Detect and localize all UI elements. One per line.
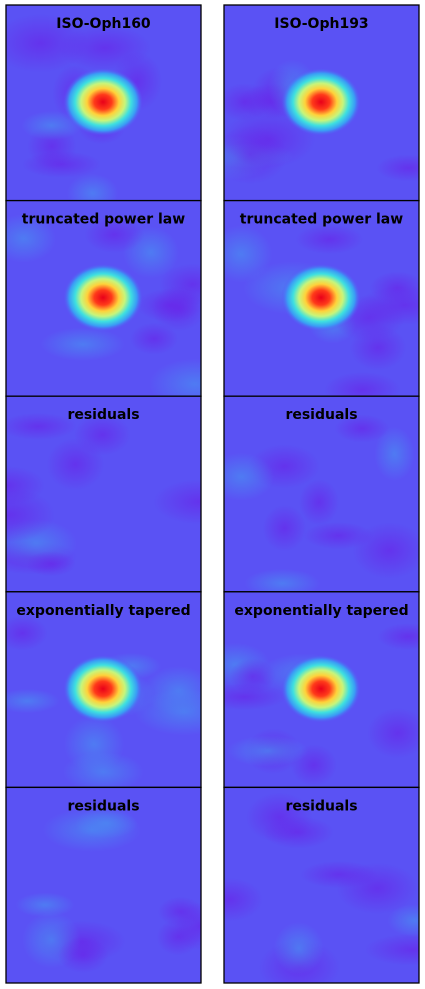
noise bbox=[224, 125, 288, 185]
image-panel: truncated power law bbox=[223, 199, 420, 397]
noise bbox=[84, 216, 144, 254]
noise bbox=[244, 568, 321, 592]
panel-image bbox=[6, 200, 201, 397]
panel-title: residuals bbox=[67, 407, 139, 423]
noise bbox=[62, 751, 144, 788]
source bbox=[281, 68, 361, 136]
noise bbox=[136, 288, 201, 322]
noise bbox=[262, 504, 307, 552]
noise bbox=[224, 452, 275, 501]
image-panel: truncated power law bbox=[5, 199, 202, 397]
source bbox=[281, 263, 361, 332]
panel-image bbox=[6, 396, 201, 592]
panel-image bbox=[224, 591, 419, 788]
image-panel: residuals bbox=[223, 786, 420, 984]
source bbox=[63, 654, 143, 723]
panel-image bbox=[6, 5, 201, 201]
noise bbox=[6, 13, 89, 73]
image-panel: residuals bbox=[223, 395, 420, 593]
noise bbox=[323, 371, 401, 397]
panel-image bbox=[6, 787, 201, 983]
image-panel: exponentially tapered bbox=[223, 591, 420, 789]
panel-image bbox=[224, 5, 419, 201]
noise bbox=[369, 271, 419, 305]
noise bbox=[300, 860, 379, 889]
noise bbox=[25, 551, 76, 577]
panel-title: residuals bbox=[285, 798, 357, 814]
image-panel: exponentially tapered bbox=[5, 591, 202, 789]
noise bbox=[66, 173, 119, 201]
noise bbox=[134, 688, 201, 736]
panel-title: ISO-Oph193 bbox=[274, 16, 368, 32]
panel-title: ISO-Oph160 bbox=[56, 16, 151, 32]
image-panel: residuals bbox=[5, 786, 202, 984]
panel-frame bbox=[5, 786, 202, 984]
noise bbox=[298, 478, 340, 526]
panel-image bbox=[224, 787, 419, 984]
source bbox=[281, 654, 361, 723]
noise bbox=[6, 412, 77, 440]
noise bbox=[227, 735, 309, 767]
panel-title: truncated power law bbox=[22, 212, 185, 228]
source bbox=[63, 68, 143, 136]
noise bbox=[352, 522, 419, 580]
noise bbox=[376, 154, 419, 182]
noise bbox=[74, 807, 138, 839]
noise bbox=[57, 936, 109, 974]
noise bbox=[273, 922, 324, 975]
panel-title: exponentially tapered bbox=[234, 603, 408, 619]
noise bbox=[387, 904, 419, 937]
noise bbox=[40, 327, 125, 361]
source bbox=[63, 263, 143, 332]
panel-image bbox=[6, 591, 201, 788]
noise bbox=[6, 688, 60, 714]
noise bbox=[46, 438, 105, 491]
image-panel: residuals bbox=[5, 395, 202, 593]
noise bbox=[129, 322, 179, 355]
panel-image bbox=[224, 200, 419, 397]
noise bbox=[6, 487, 56, 543]
noise bbox=[364, 933, 419, 966]
image-panel: ISO-Oph193 bbox=[223, 4, 420, 202]
panel-title: residuals bbox=[67, 798, 139, 814]
noise bbox=[6, 615, 48, 651]
panel-title: truncated power law bbox=[240, 212, 403, 228]
image-panel: ISO-Oph160 bbox=[5, 4, 202, 202]
noise bbox=[374, 426, 415, 482]
panel-title: residuals bbox=[285, 407, 357, 423]
panel-title: exponentially tapered bbox=[16, 603, 190, 619]
noise bbox=[153, 479, 201, 525]
noise bbox=[295, 224, 364, 255]
panel-frame bbox=[223, 786, 420, 984]
noise bbox=[334, 414, 390, 443]
noise bbox=[15, 892, 75, 918]
noise bbox=[366, 707, 419, 759]
noise bbox=[224, 877, 263, 922]
noise bbox=[224, 683, 287, 711]
noise bbox=[262, 816, 334, 849]
noise bbox=[149, 358, 201, 397]
noise bbox=[377, 623, 419, 651]
noise bbox=[157, 896, 201, 927]
noise bbox=[6, 214, 56, 263]
panel-image bbox=[224, 396, 419, 592]
